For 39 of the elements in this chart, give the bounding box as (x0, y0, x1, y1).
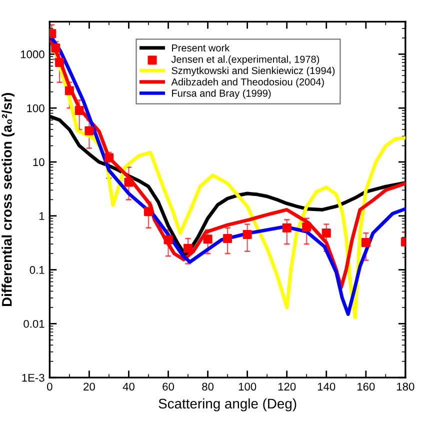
point (302, 222, 312, 232)
x-axis-title: Scattering angle (Deg) (158, 398, 296, 412)
point (164, 235, 173, 244)
point (124, 178, 134, 187)
point (223, 234, 232, 244)
y-tick-label: 1E-3 (22, 374, 44, 382)
y-tick-label: 1000 (20, 50, 44, 58)
point (74, 106, 84, 116)
x-tick-label: 140 (318, 382, 336, 391)
x-tick-label: 60 (162, 382, 174, 391)
x-tick-label: 180 (397, 382, 414, 391)
y-tick-label: 1 (39, 212, 44, 220)
x-tick-label: 80 (202, 382, 214, 391)
point (282, 223, 292, 232)
y-tick-label: 100 (27, 104, 44, 112)
point (64, 86, 74, 96)
legend-label: Present work (172, 44, 230, 52)
x-tick-label: 20 (84, 382, 95, 391)
y-axis-title: Differential cross section (a₀²/sr) (2, 92, 15, 306)
legend-label: Szmytkowski and Sienkiewicz (1994) (172, 66, 335, 76)
legend-label: Jensen et al.(experimental, 1978) (171, 55, 320, 65)
legend-label: Adibzadeh and Theodosiou (2004) (171, 78, 324, 88)
y-tick-label: 0.1 (30, 266, 44, 274)
point (144, 207, 153, 216)
y-tick-label: 10 (33, 158, 44, 166)
x-tick-label: 160 (357, 382, 375, 391)
point (361, 238, 370, 248)
point (322, 228, 331, 238)
point (55, 58, 64, 67)
point (203, 234, 212, 244)
point (242, 230, 252, 240)
point (184, 244, 193, 253)
x-tick-label: 40 (122, 382, 134, 391)
x-tick-label: 100 (238, 382, 256, 391)
y-tick-label: 0.01 (24, 320, 44, 328)
legend-label: Fursa and Bray (1999) (172, 89, 271, 99)
point (84, 126, 94, 136)
x-tick-label: 0 (47, 382, 52, 391)
x-tick-label: 120 (278, 382, 296, 391)
